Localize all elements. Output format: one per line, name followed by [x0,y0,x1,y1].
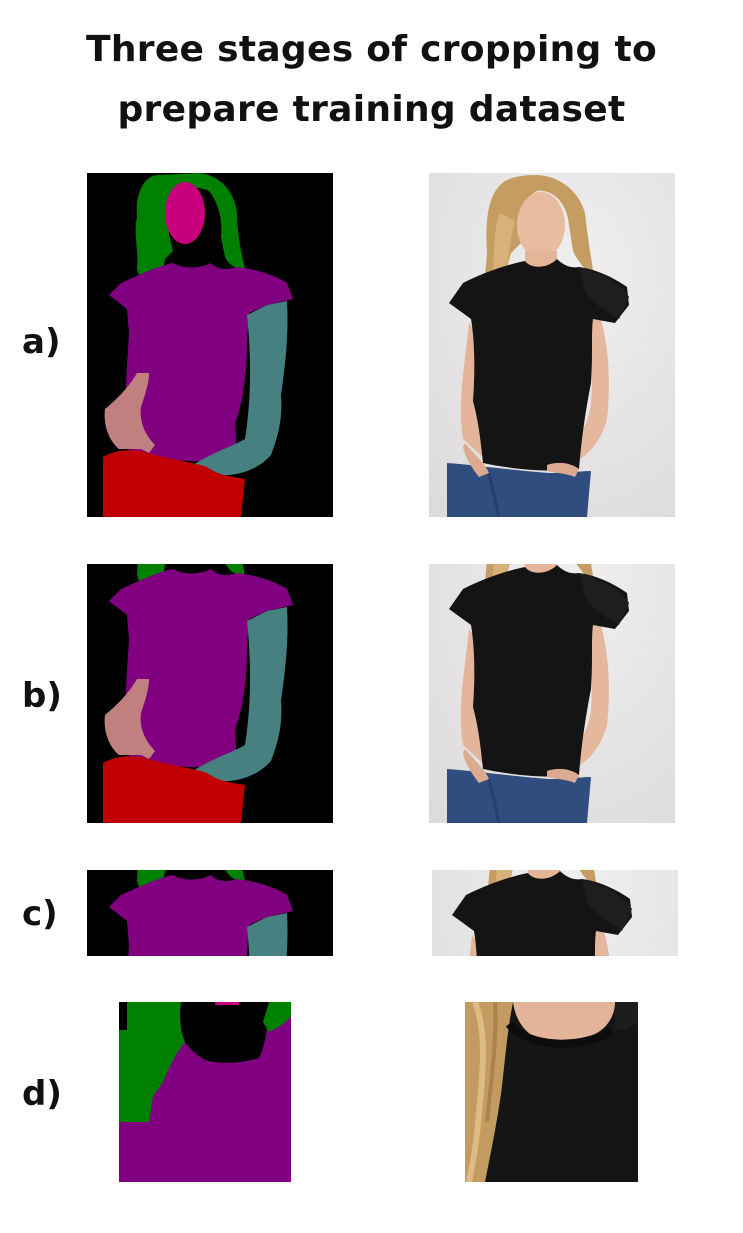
row-b-photo [429,564,675,823]
figure-title-line-1: Three stages of cropping to [86,29,657,70]
row-a-photo [429,173,675,517]
figure-title-line-2: prepare training dataset [117,89,626,130]
row-d-photo [465,1002,638,1182]
row-label-b: b) [22,676,62,716]
row-label-c: c) [22,894,58,934]
row-c-photo [432,870,678,956]
row-a-segmentation-mask [87,173,333,517]
row-d-segmentation-mask [119,1002,291,1182]
row-label-d: d) [22,1074,62,1114]
row-c-segmentation-mask [87,870,333,956]
row-label-a: a) [22,322,61,362]
row-b-segmentation-mask [87,564,333,823]
